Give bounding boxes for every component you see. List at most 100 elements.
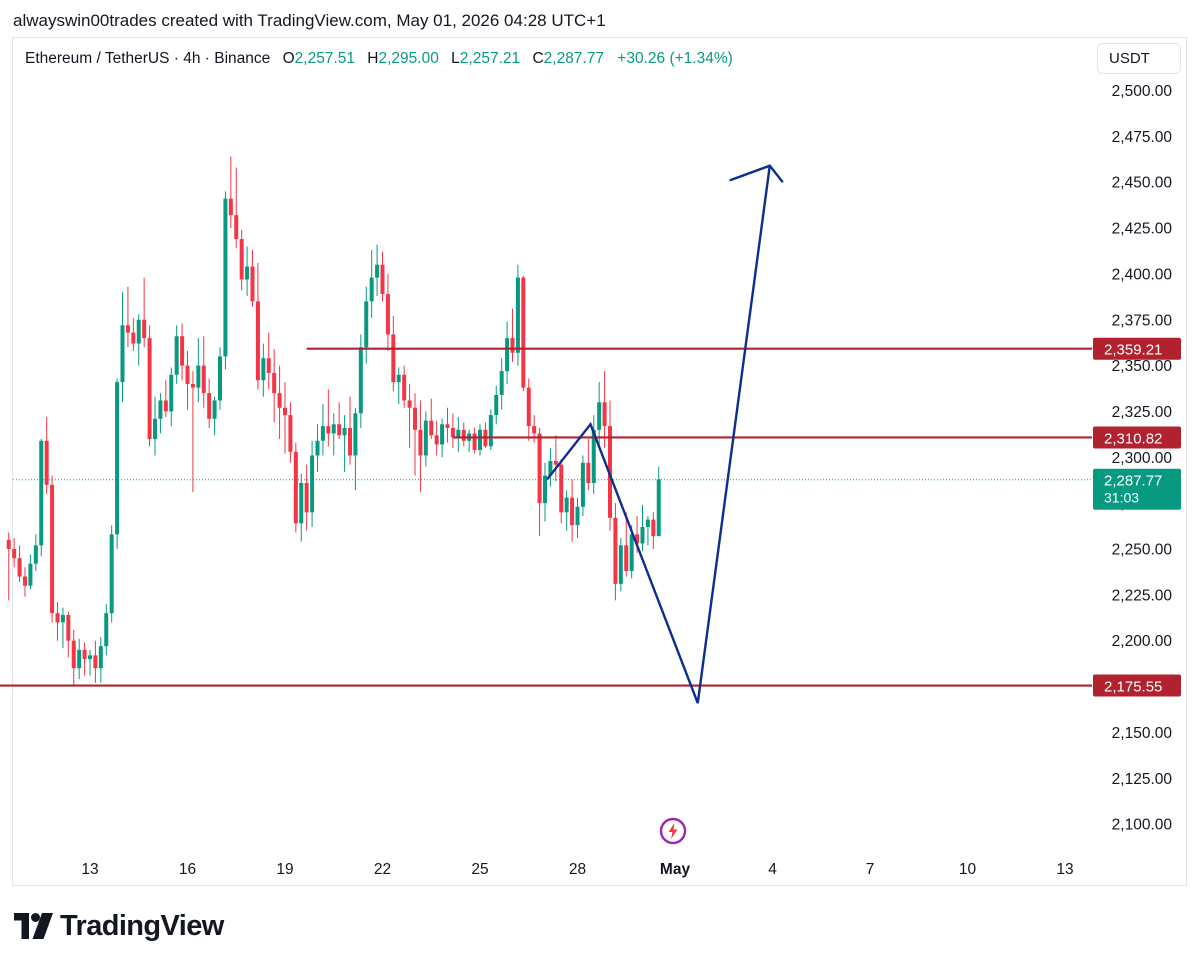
candle-body xyxy=(250,266,255,302)
candle-body xyxy=(218,356,222,401)
candle-body xyxy=(255,301,260,381)
level-price-label: 2,359.21 xyxy=(1104,342,1162,359)
candle-body xyxy=(651,519,656,537)
y-axis-tick-label: 2,450.00 xyxy=(1112,175,1173,192)
candle-body xyxy=(505,338,510,372)
candle-body xyxy=(158,400,163,419)
candle-body xyxy=(88,655,92,660)
candle-body xyxy=(472,433,477,450)
candle-body xyxy=(207,393,212,419)
candle-body xyxy=(6,539,11,549)
level-price-label-bg xyxy=(1093,674,1181,697)
candle-body xyxy=(77,649,82,669)
candle-body xyxy=(375,264,380,278)
currency-button[interactable]: USDT xyxy=(1097,43,1181,74)
candle-body xyxy=(245,266,250,280)
candle-body xyxy=(521,277,526,388)
candle-body xyxy=(55,613,60,623)
candle-body xyxy=(109,534,114,614)
candle-body xyxy=(93,655,98,669)
candle-body xyxy=(635,534,640,544)
level-price-label: 2,175.55 xyxy=(1104,679,1162,696)
candle-body xyxy=(12,549,17,559)
candle-body xyxy=(223,198,228,357)
candle-body xyxy=(342,427,347,436)
y-axis-tick-label: 2,500.00 xyxy=(1112,83,1173,100)
change-value: +30.26 (+1.34%) xyxy=(617,50,733,67)
x-axis-tick-label: 22 xyxy=(374,861,391,878)
candle-body xyxy=(537,433,542,504)
candle-body xyxy=(418,429,423,456)
candle-body xyxy=(553,460,558,465)
candle-body xyxy=(602,402,607,427)
x-axis-tick-label: 10 xyxy=(959,861,977,878)
tradingview-brand[interactable]: TradingView xyxy=(14,909,224,943)
candle-body xyxy=(174,336,179,375)
candle-body xyxy=(131,332,136,344)
candle-body xyxy=(190,383,195,388)
candle-body xyxy=(429,420,434,436)
y-axis-tick-label: 2,400.00 xyxy=(1112,266,1173,283)
candle-body xyxy=(196,365,201,388)
y-axis-tick-label: 2,100.00 xyxy=(1112,817,1173,834)
x-axis-tick-label: 16 xyxy=(179,861,196,878)
high-value: 2,295.00 xyxy=(378,50,439,67)
candle-body xyxy=(337,424,342,436)
candle-body xyxy=(385,294,390,335)
candle-body xyxy=(369,277,374,302)
candle-body xyxy=(478,429,482,450)
x-axis-tick-label: 25 xyxy=(471,861,488,878)
candle-body xyxy=(656,479,661,537)
candle-body xyxy=(326,426,331,434)
candle-body xyxy=(618,545,623,584)
candle-body xyxy=(640,526,645,544)
candle-body xyxy=(293,451,298,524)
high-label: H xyxy=(367,50,379,67)
projection-path xyxy=(546,165,771,704)
candle-body xyxy=(445,424,450,428)
x-axis-tick-label: 7 xyxy=(866,861,875,878)
candle-body xyxy=(288,415,293,452)
y-axis-tick-label: 2,125.00 xyxy=(1112,771,1173,788)
x-axis-tick-label: 4 xyxy=(768,861,777,878)
candle-body xyxy=(364,301,369,348)
symbol-label[interactable]: Ethereum / TetherUS · 4h · Binance xyxy=(25,50,271,67)
chart-frame[interactable] xyxy=(12,37,1187,886)
candle-body xyxy=(125,325,130,333)
candle-body xyxy=(543,475,547,504)
candle-body xyxy=(82,649,87,660)
candle-body xyxy=(272,372,277,394)
y-axis-tick-label: 2,150.00 xyxy=(1112,725,1173,742)
lightning-icon[interactable] xyxy=(659,817,687,845)
candle-body xyxy=(39,440,44,546)
candle-body xyxy=(228,198,233,216)
candle-body xyxy=(510,338,515,353)
candle-body xyxy=(299,482,304,524)
candle-body xyxy=(331,424,336,434)
candle-body xyxy=(50,484,55,614)
candle-body xyxy=(147,338,152,439)
candle-body xyxy=(597,402,602,430)
candle-body xyxy=(456,429,461,438)
close-value: 2,287.77 xyxy=(543,50,604,67)
candle-body xyxy=(499,371,504,395)
candle-body xyxy=(104,613,109,647)
x-axis-tick-label: 13 xyxy=(1056,861,1073,878)
tradingview-wordmark: TradingView xyxy=(60,909,224,942)
x-axis-tick-label: 19 xyxy=(276,861,293,878)
y-axis-tick-label: 2,225.00 xyxy=(1112,587,1173,604)
y-axis-tick-label: 2,325.00 xyxy=(1112,404,1173,421)
candle-body xyxy=(28,563,33,586)
candle-body xyxy=(353,413,358,456)
candle-body xyxy=(548,460,553,476)
candle-body xyxy=(413,407,417,430)
candle-body xyxy=(33,545,38,564)
candle-body xyxy=(212,400,217,419)
countdown-label: 31:03 xyxy=(1104,490,1139,506)
x-axis-tick-label: 28 xyxy=(569,861,586,878)
candle-body xyxy=(234,215,239,240)
candle-body xyxy=(380,264,385,295)
level-price-label: 2,310.82 xyxy=(1104,430,1162,447)
candle-body xyxy=(71,640,76,669)
